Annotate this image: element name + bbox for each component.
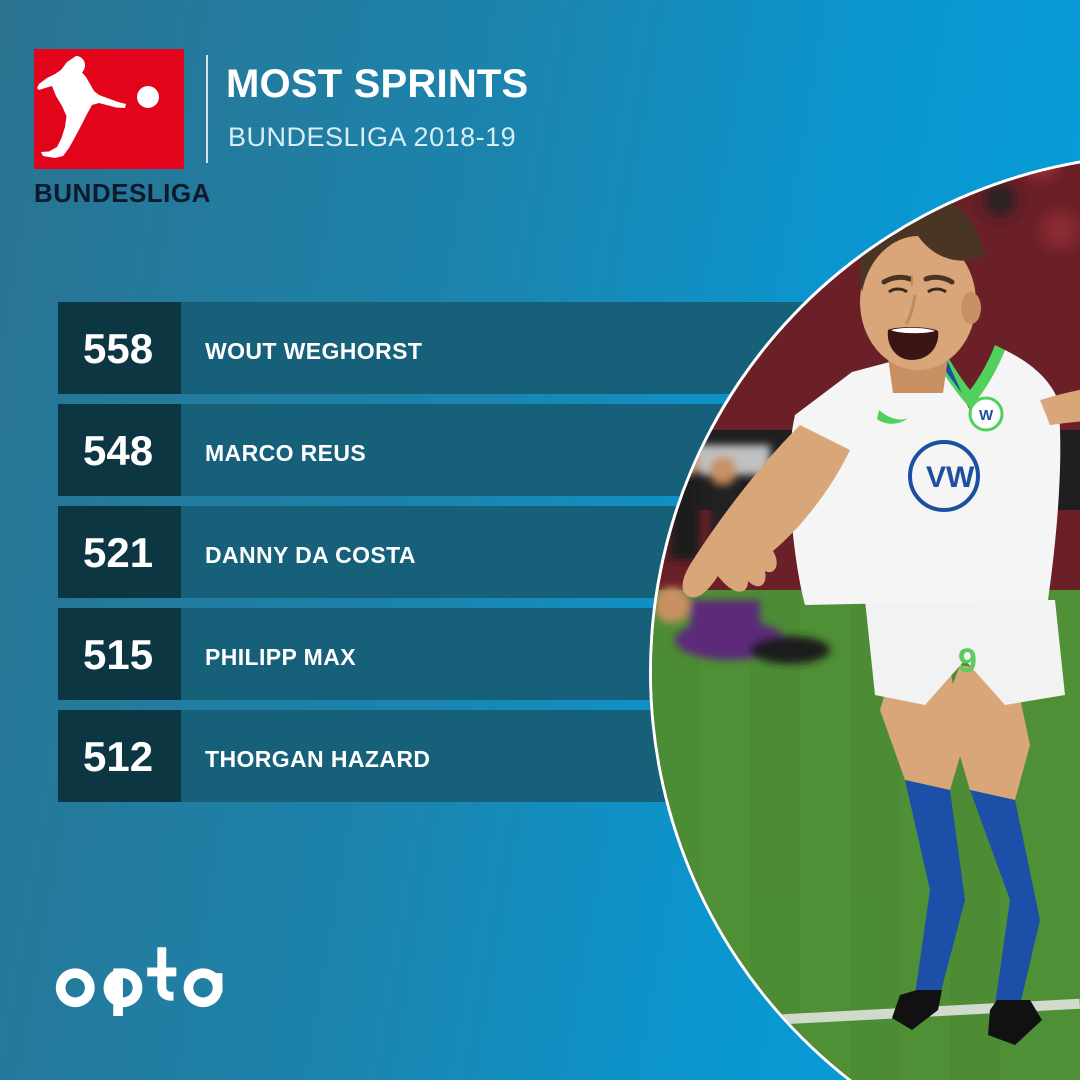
svg-text:VW: VW bbox=[926, 461, 975, 494]
svg-text:W: W bbox=[979, 407, 994, 424]
svg-text:9: 9 bbox=[958, 642, 977, 680]
